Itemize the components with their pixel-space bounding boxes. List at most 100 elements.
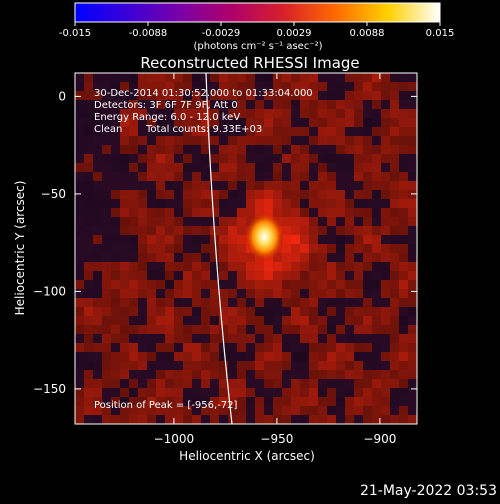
heatmap-cell	[129, 361, 138, 370]
heatmap-cell	[183, 199, 192, 208]
heatmap-cell	[228, 244, 237, 253]
heatmap-cell	[345, 406, 354, 415]
heatmap-cell	[228, 82, 237, 91]
heatmap-cell	[309, 154, 318, 163]
heatmap-cell	[336, 298, 345, 307]
heatmap-cell	[300, 397, 309, 406]
heatmap-cell	[318, 280, 327, 289]
heatmap-cell	[408, 388, 417, 397]
heatmap-cell	[237, 271, 246, 280]
heatmap-cell	[210, 316, 219, 325]
heatmap-cell	[318, 298, 327, 307]
heatmap-cell	[192, 298, 201, 307]
heatmap-cell	[255, 388, 264, 397]
heatmap-cell	[93, 244, 102, 253]
heatmap-cell	[381, 163, 390, 172]
heatmap-cell	[309, 244, 318, 253]
heatmap-cell	[408, 397, 417, 406]
heatmap-cell	[219, 352, 228, 361]
heatmap-cell	[408, 127, 417, 136]
heatmap-cell	[255, 298, 264, 307]
heatmap-cell	[93, 118, 102, 127]
heatmap-cell	[75, 91, 84, 100]
heatmap-cell	[210, 217, 219, 226]
heatmap-cell	[156, 280, 165, 289]
heatmap-cell	[192, 199, 201, 208]
heatmap-cell	[255, 109, 264, 118]
heatmap-cell	[372, 244, 381, 253]
heatmap-cell	[174, 343, 183, 352]
heatmap-cell	[174, 235, 183, 244]
heatmap-cell	[363, 226, 372, 235]
heatmap-cell	[390, 154, 399, 163]
x-tick-label: −1000	[154, 432, 195, 446]
heatmap-cell	[336, 154, 345, 163]
heatmap-cell	[264, 352, 273, 361]
heatmap-cell	[291, 172, 300, 181]
heatmap-cell	[354, 271, 363, 280]
heatmap-cell	[174, 181, 183, 190]
heatmap-cell	[102, 361, 111, 370]
heatmap-cell	[84, 118, 93, 127]
heatmap-cell	[336, 100, 345, 109]
heatmap-cell	[237, 154, 246, 163]
heatmap-cell	[399, 298, 408, 307]
heatmap-cell	[345, 289, 354, 298]
heatmap-cell	[183, 190, 192, 199]
colorbar-tick-label: 0.0029	[277, 28, 312, 39]
heatmap-cell	[363, 253, 372, 262]
heatmap-cell	[156, 199, 165, 208]
heatmap-cell	[219, 163, 228, 172]
heatmap-cell	[381, 289, 390, 298]
heatmap-cell	[138, 253, 147, 262]
annotation-clean: Clean	[94, 124, 122, 135]
heatmap-cell	[84, 217, 93, 226]
heatmap-cell	[147, 100, 156, 109]
heatmap-cell	[138, 415, 147, 424]
heatmap-cell	[174, 280, 183, 289]
heatmap-cell	[381, 208, 390, 217]
heatmap-cell	[165, 100, 174, 109]
plot-area	[75, 73, 417, 424]
heatmap-cell	[84, 154, 93, 163]
heatmap-cell	[129, 163, 138, 172]
heatmap-cell	[381, 226, 390, 235]
heatmap-cell	[120, 226, 129, 235]
heatmap-cell	[111, 316, 120, 325]
heatmap-cell	[156, 136, 165, 145]
heatmap-cell	[291, 82, 300, 91]
heatmap-cell	[84, 397, 93, 406]
heatmap-cell	[327, 253, 336, 262]
heatmap-cell	[408, 316, 417, 325]
heatmap-cell	[120, 379, 129, 388]
heatmap-cell	[138, 172, 147, 181]
heatmap-cell	[336, 244, 345, 253]
heatmap-cell	[201, 226, 210, 235]
heatmap-cell	[372, 343, 381, 352]
heatmap-cell	[111, 136, 120, 145]
heatmap-cell	[174, 217, 183, 226]
heatmap-cell	[255, 307, 264, 316]
heatmap-cell	[156, 262, 165, 271]
heatmap-cell	[120, 163, 129, 172]
heatmap-cell	[282, 154, 291, 163]
heatmap-cell	[147, 298, 156, 307]
heatmap-cell	[372, 136, 381, 145]
heatmap-cell	[327, 343, 336, 352]
heatmap-cell	[120, 136, 129, 145]
heatmap-cell	[237, 397, 246, 406]
heatmap-cell	[273, 289, 282, 298]
heatmap-cell	[210, 253, 219, 262]
heatmap-cell	[75, 235, 84, 244]
heatmap-cell	[120, 127, 129, 136]
heatmap-cell	[138, 118, 147, 127]
heatmap-cell	[156, 361, 165, 370]
heatmap-cell	[273, 343, 282, 352]
heatmap-cell	[228, 217, 237, 226]
heatmap-cell	[138, 154, 147, 163]
heatmap-cell	[336, 307, 345, 316]
heatmap-cell	[282, 316, 291, 325]
heatmap-cell	[174, 388, 183, 397]
heatmap-cell	[282, 262, 291, 271]
heatmap-cell	[408, 361, 417, 370]
